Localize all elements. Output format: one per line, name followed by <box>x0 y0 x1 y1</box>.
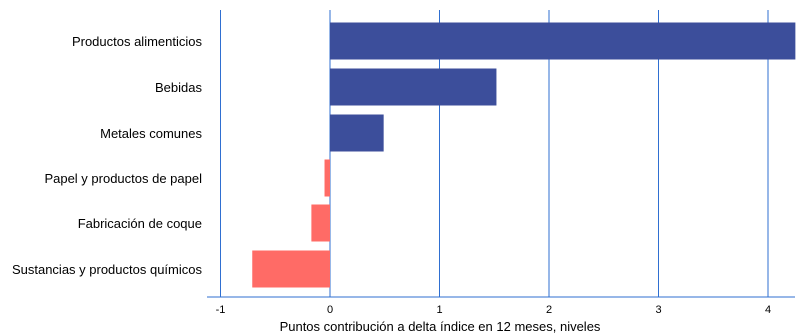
bars <box>252 22 796 288</box>
category-labels: Productos alimenticios Bebidas Metales com… <box>12 34 203 277</box>
x-tick-label-2: 1 <box>436 304 442 316</box>
category-label-1: Bebidas <box>155 80 202 95</box>
category-label-2: Metales comunes <box>100 126 202 141</box>
category-label-0: Productos alimenticios <box>72 34 203 49</box>
x-axis: -1 0 1 2 3 4 <box>207 296 795 316</box>
x-axis-title: Puntos contribución a delta índice en 12… <box>280 319 601 334</box>
x-tick-label-1: 0 <box>327 304 333 316</box>
x-tick-label-3: 2 <box>546 304 552 316</box>
bar-3 <box>324 159 330 197</box>
x-tick-label-5: 4 <box>765 304 771 316</box>
bar-1 <box>330 68 497 106</box>
category-label-3: Papel y productos de papel <box>44 171 202 186</box>
bar-4 <box>311 204 330 242</box>
category-label-4: Fabricación de coque <box>78 216 202 231</box>
bar-5 <box>252 250 330 288</box>
x-tick-label-0: -1 <box>216 304 226 316</box>
x-tick-label-4: 3 <box>655 304 661 316</box>
bar-2 <box>330 114 384 152</box>
category-label-5: Sustancias y productos químicos <box>12 262 203 277</box>
bar-0 <box>330 22 796 60</box>
